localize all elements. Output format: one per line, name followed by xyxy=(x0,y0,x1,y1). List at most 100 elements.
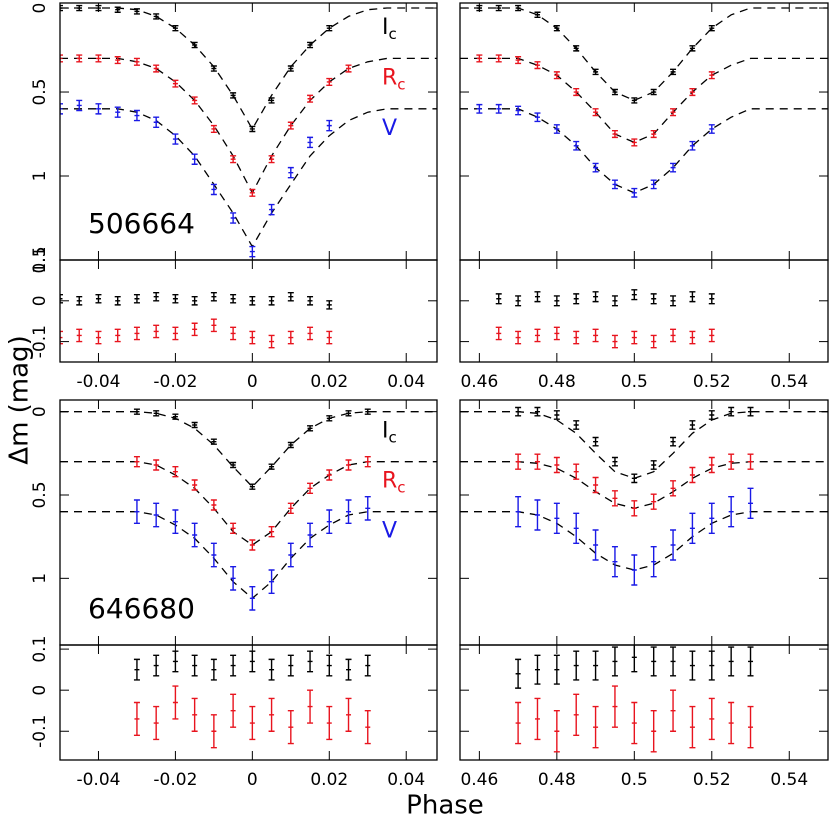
error-bar xyxy=(172,293,179,304)
model-curve xyxy=(460,411,828,479)
error-bar xyxy=(689,45,696,52)
error-bar xyxy=(95,54,102,63)
star-id: 646680 xyxy=(88,592,195,625)
error-bar xyxy=(172,24,179,32)
error-bar xyxy=(114,56,121,65)
error-bar xyxy=(191,153,198,165)
error-bar xyxy=(172,650,179,673)
error-bar xyxy=(689,140,696,151)
error-bar xyxy=(249,539,256,551)
error-bar xyxy=(611,334,618,349)
error-bar xyxy=(307,689,314,724)
error-bar xyxy=(364,710,371,745)
error-bar xyxy=(476,103,483,114)
error-bar xyxy=(230,654,237,677)
residuals-plot xyxy=(460,645,828,760)
x-tick-label: 0.54 xyxy=(770,770,808,790)
error-bar xyxy=(495,326,502,341)
error-bar xyxy=(249,585,256,611)
error-bar xyxy=(210,183,217,196)
error-bar xyxy=(708,124,715,134)
error-bar xyxy=(650,545,657,578)
model-curve xyxy=(460,108,828,194)
error-bar xyxy=(670,68,677,76)
error-bar xyxy=(326,654,333,677)
error-bar xyxy=(249,650,256,673)
error-bar xyxy=(708,328,715,343)
error-bar xyxy=(708,24,715,32)
error-bar xyxy=(650,646,657,677)
error-bar xyxy=(534,453,541,470)
main-plot xyxy=(60,400,437,645)
model-curve xyxy=(60,411,437,488)
error-bar xyxy=(326,300,333,310)
error-bar xyxy=(611,179,618,190)
main-plot xyxy=(460,400,828,645)
error-bar xyxy=(287,441,294,449)
error-bar xyxy=(268,97,275,104)
error-bar xyxy=(670,328,677,343)
error-bar xyxy=(307,326,314,341)
y-tick-label: 0.5 xyxy=(30,481,50,508)
error-bar xyxy=(345,499,352,525)
error-bar xyxy=(689,705,696,749)
frame xyxy=(459,259,829,363)
error-bar xyxy=(611,295,618,307)
residuals-plot xyxy=(60,645,437,760)
error-bar xyxy=(210,658,217,681)
error-bar xyxy=(611,490,618,507)
error-bar xyxy=(650,460,657,470)
error-bar xyxy=(573,650,580,681)
x-tick-label: 0.46 xyxy=(460,770,498,790)
error-bar xyxy=(364,408,371,415)
error-bar xyxy=(573,420,580,430)
error-bar xyxy=(747,646,754,677)
error-bar xyxy=(345,459,352,471)
error-bar xyxy=(553,24,560,32)
error-bar xyxy=(689,291,696,303)
x-tick-label: 0.54 xyxy=(770,372,808,392)
error-bar xyxy=(191,522,198,548)
error-bar xyxy=(345,697,352,732)
model-curve xyxy=(60,461,437,546)
error-bar xyxy=(249,125,256,133)
error-bar xyxy=(515,658,522,689)
error-bar xyxy=(747,705,754,749)
frame xyxy=(459,399,829,646)
error-bar xyxy=(230,293,237,304)
error-bar xyxy=(708,650,715,681)
error-bar xyxy=(670,529,677,561)
error-bar xyxy=(307,482,314,495)
error-bar xyxy=(650,493,657,510)
error-bar xyxy=(553,502,560,535)
error-bar xyxy=(631,645,638,673)
x-tick-label: -0.04 xyxy=(76,372,120,392)
error-bar xyxy=(670,162,677,173)
error-bar xyxy=(747,453,754,470)
error-bar xyxy=(307,522,314,548)
x-tick-label: 0.48 xyxy=(538,770,576,790)
error-bar xyxy=(573,87,580,97)
error-bar xyxy=(534,697,541,741)
error-bar xyxy=(631,97,638,104)
error-bar xyxy=(210,124,217,134)
x-tick-label: 0.48 xyxy=(538,372,576,392)
error-bar xyxy=(268,569,275,595)
error-bar xyxy=(631,187,638,198)
error-bar xyxy=(268,155,275,164)
error-bar xyxy=(287,121,294,130)
y-axis-label: Δm (mag) xyxy=(5,335,35,464)
error-bar xyxy=(670,436,677,447)
error-bar xyxy=(172,133,179,145)
x-tick-label: -0.02 xyxy=(153,770,197,790)
x-tick-label: -0.02 xyxy=(153,372,197,392)
error-bar xyxy=(515,495,522,528)
error-bar xyxy=(268,203,275,216)
x-tick-label: 0 xyxy=(247,372,258,392)
error-bar xyxy=(534,406,541,417)
error-bar xyxy=(553,71,560,80)
error-bar xyxy=(631,701,638,745)
error-bar xyxy=(728,406,735,417)
error-bar xyxy=(210,65,217,72)
error-bar xyxy=(534,328,541,343)
